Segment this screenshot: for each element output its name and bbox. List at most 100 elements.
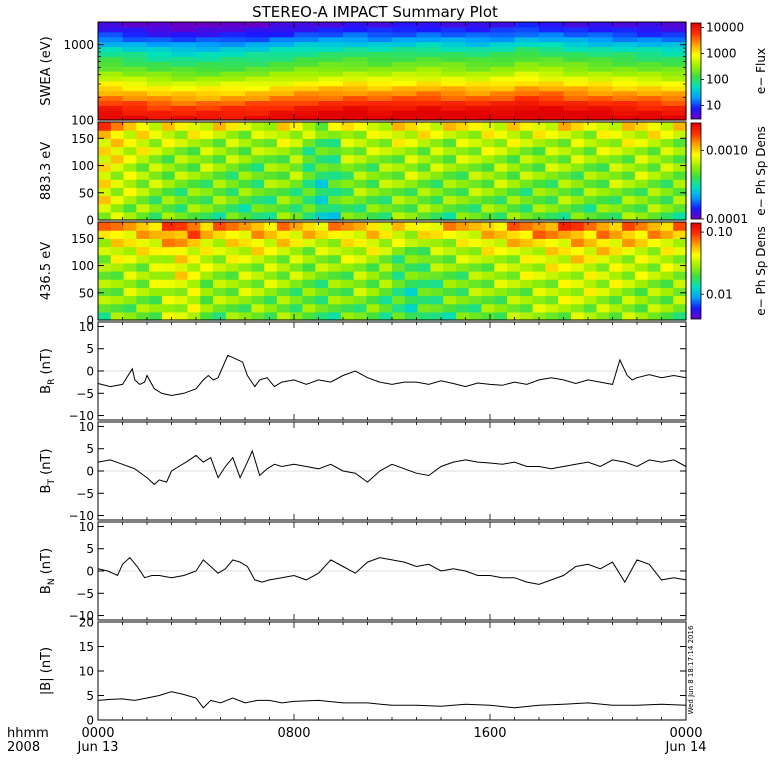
swea-cell — [367, 100, 393, 106]
pad883-cell — [98, 162, 112, 172]
pad883-cell — [570, 138, 585, 148]
pad436-cell — [174, 262, 189, 272]
pad436-cell — [507, 311, 521, 321]
pad436-cell — [455, 246, 470, 256]
swea-cell — [514, 115, 540, 121]
swea-cell — [514, 85, 540, 92]
pad436-cell — [200, 254, 214, 264]
y-tick-label: 50 — [79, 186, 94, 200]
pad883-cell — [289, 154, 304, 164]
pad436-cell — [110, 254, 125, 264]
swea-cell — [514, 41, 540, 48]
pad883-cell — [328, 211, 342, 221]
swea-cell — [539, 51, 565, 57]
swea-cell — [122, 36, 148, 43]
pad436-cell — [136, 254, 150, 264]
pad436-cell — [200, 230, 214, 239]
pad883-cell — [149, 122, 163, 131]
swea-cell — [147, 51, 173, 57]
pad436-cell — [174, 230, 189, 239]
pad883-cell — [673, 211, 687, 221]
pad436-cell — [264, 303, 278, 313]
pad436-cell — [430, 230, 444, 239]
bn-series-line — [97, 556, 687, 585]
pad436-cell — [315, 311, 329, 321]
swea-cell — [294, 85, 320, 92]
pad436-cell — [276, 287, 291, 297]
swea-cell — [661, 75, 687, 82]
y-tick-label: −5 — [76, 587, 94, 601]
swea-cell — [490, 115, 516, 121]
pad883-cell — [251, 122, 265, 131]
swea-cell — [122, 75, 148, 82]
pad436-cell — [622, 246, 636, 256]
swea-cell — [343, 46, 369, 52]
pad436-cell — [328, 222, 342, 231]
bt-y-axis-label: BT (nT) — [39, 449, 57, 494]
swea-cell — [563, 110, 589, 116]
pad883-cell — [507, 130, 521, 139]
swea-cell — [563, 85, 589, 92]
pad436-cell — [302, 279, 316, 288]
pad883-cell — [404, 130, 419, 139]
swea-cell — [490, 71, 516, 77]
pad883-cell — [468, 179, 483, 188]
pad436-cell — [187, 238, 201, 248]
swea-cell — [465, 100, 491, 106]
pad436-cell — [136, 246, 150, 256]
swea-cell — [343, 90, 369, 97]
pad883-cell — [570, 146, 585, 156]
swea-cell — [196, 115, 222, 121]
pad883-cell — [583, 211, 598, 221]
pad436-cell — [366, 254, 380, 264]
pad883-cell — [238, 179, 252, 188]
swea-cell — [612, 56, 638, 62]
pad436-cell — [110, 271, 125, 280]
pad436-cell — [328, 295, 342, 305]
swea-cell — [196, 66, 222, 72]
pad436-cell — [366, 303, 380, 313]
pad883-cell — [136, 130, 150, 139]
pad883-cell — [225, 138, 240, 148]
pad883-cell — [647, 154, 662, 164]
pad436-cell — [634, 279, 649, 288]
y-axis-label-unit: (nT) — [39, 647, 54, 677]
pad436-cell — [302, 295, 316, 305]
pad436-cell — [187, 295, 201, 305]
pad883-cell — [673, 122, 687, 131]
y-tick-label: 0 — [86, 465, 94, 479]
colorbar-tick-label: 1000 — [706, 47, 737, 61]
pad436-cell — [315, 222, 329, 231]
swea-cell — [490, 26, 516, 33]
pad883-cell — [596, 187, 610, 197]
swea-cell — [490, 95, 516, 101]
y-tick-label: −5 — [76, 487, 94, 501]
pad883-cell — [200, 162, 214, 172]
pad883-cell — [379, 179, 393, 188]
br-y-axis-label: BR (nT) — [39, 348, 57, 394]
pad436-cell — [379, 262, 393, 272]
swea-cell — [196, 36, 222, 43]
pad436-cell — [583, 262, 598, 272]
swea-cell — [367, 66, 393, 72]
pad883-cell — [187, 187, 201, 197]
pad436-cell — [264, 295, 278, 305]
pad436-cell — [149, 271, 163, 280]
pad883-cell — [123, 179, 137, 188]
pad883-cell — [468, 195, 483, 205]
pad436-cell — [123, 262, 137, 272]
swea-cell — [245, 75, 271, 82]
colorbar-tick-label: 0.0001 — [706, 212, 748, 226]
pad883-cell — [417, 138, 431, 148]
pad883-cell — [200, 171, 214, 180]
pad436-cell — [430, 303, 444, 313]
swea-cell — [514, 31, 540, 38]
pad883-cell — [251, 130, 265, 139]
pad436-cell — [174, 238, 189, 248]
pad436-cell — [392, 295, 406, 305]
pad883-cell — [468, 138, 483, 148]
pad883-cell — [583, 146, 598, 156]
pad436-cell — [455, 262, 470, 272]
y-tick-label: 10 — [79, 665, 94, 679]
pad436-cell — [366, 246, 380, 256]
